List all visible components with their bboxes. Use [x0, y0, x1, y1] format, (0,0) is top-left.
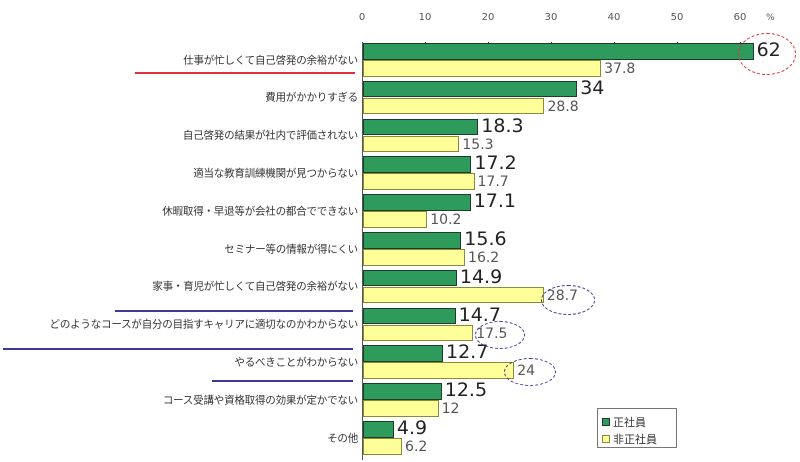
- highlight-circle: [475, 321, 525, 349]
- x-tick-label: 40: [607, 12, 621, 23]
- category-label: 適当な教育訓練機関が見つからない: [193, 167, 358, 180]
- bar-regular: [363, 43, 754, 60]
- x-tick-label: 30: [544, 12, 558, 23]
- bar-nonregular: [363, 97, 545, 115]
- legend-label: 非正社員: [613, 433, 657, 446]
- value-label-nonregular: 10.2: [430, 212, 462, 229]
- legend-swatch-yellow: [602, 435, 610, 443]
- unit-label: %: [766, 13, 775, 23]
- bar-nonregular: [363, 60, 602, 77]
- highlight-circle: [738, 33, 796, 75]
- value-label-nonregular: 28.8: [547, 98, 579, 115]
- bar-regular: [363, 156, 472, 173]
- x-tick-label: 20: [481, 12, 495, 23]
- bar-nonregular: [363, 362, 515, 379]
- bar-nonregular: [363, 173, 475, 190]
- category-label: 家事・育児が忙しくて自己啓発の余裕がない: [152, 280, 358, 293]
- x-tick-label: 60: [733, 12, 747, 23]
- bar-regular: [363, 307, 456, 325]
- category-label: 仕事が忙しくて自己啓発の余裕がない: [183, 54, 358, 66]
- value-label-regular: 15.6: [464, 228, 507, 250]
- bar-regular: [363, 421, 394, 438]
- value-label-nonregular: 15.3: [462, 136, 494, 153]
- legend-item-nonregular: 非正社員: [602, 431, 657, 447]
- bar-regular: [363, 118, 479, 136]
- category-label: どのようなコースが自分の目指すキャリアに適切なのかわからない: [49, 318, 359, 331]
- bar-nonregular: [363, 249, 466, 266]
- category-label: セミナー等の情報が得にくい: [224, 243, 358, 255]
- highlight-circle: [504, 358, 556, 386]
- bar-regular: [363, 80, 578, 98]
- bar-regular: [363, 269, 457, 287]
- category-label: 自己啓発の結果が社内で評価されない: [182, 129, 358, 142]
- x-tick-label: 0: [358, 12, 366, 23]
- value-label-nonregular: 6.2: [405, 439, 428, 455]
- category-label: 費用がかかりすぎる: [265, 91, 358, 104]
- category-label: 休暇取得・早退等が会社の都合でできない: [162, 205, 358, 218]
- legend-swatch-green: [602, 418, 610, 426]
- highlight-underline: [135, 72, 355, 74]
- value-label-regular: 17.2: [474, 152, 517, 175]
- x-tick-label: 50: [670, 12, 684, 23]
- bar-nonregular: [363, 324, 474, 342]
- highlight-underline: [115, 310, 353, 312]
- value-label-regular: 34: [580, 76, 605, 99]
- category-label: コース受講や資格取得の効果が定かでない: [162, 394, 358, 407]
- value-label-nonregular: 12: [441, 401, 460, 418]
- bar-regular: [363, 345, 443, 362]
- bar-nonregular: [363, 400, 439, 417]
- y-axis-line: [362, 42, 363, 460]
- value-label-regular: 12.7: [446, 341, 489, 364]
- bar-nonregular: [363, 211, 428, 228]
- highlight-underline: [212, 380, 353, 382]
- category-label: その他: [327, 432, 358, 444]
- legend-label: 正社員: [613, 416, 646, 429]
- bar-regular: [363, 383, 442, 400]
- value-label-regular: 17.1: [473, 190, 517, 213]
- value-label-regular: 4.9: [396, 417, 428, 439]
- highlight-underline: [3, 348, 353, 350]
- value-label-regular: 14.7: [458, 303, 501, 326]
- bar-nonregular: [363, 286, 544, 304]
- category-label: やるべきことがわからない: [234, 356, 358, 369]
- legend: 正社員 非正社員: [597, 408, 677, 448]
- bar-regular: [363, 194, 471, 211]
- value-label-nonregular: 17.7: [477, 174, 509, 191]
- value-label-regular: 18.3: [481, 114, 524, 137]
- highlight-circle: [541, 285, 595, 315]
- x-tick-label: 10: [418, 12, 432, 23]
- bar-nonregular: [363, 135, 460, 153]
- legend-item-regular: 正社員: [602, 414, 646, 430]
- value-label-regular: 12.5: [444, 379, 488, 402]
- value-label-nonregular: 16.2: [468, 250, 500, 266]
- value-label-regular: 14.9: [459, 265, 503, 288]
- bar-nonregular: [363, 438, 403, 455]
- bar-regular: [363, 232, 462, 249]
- value-label-nonregular: 37.8: [604, 61, 636, 77]
